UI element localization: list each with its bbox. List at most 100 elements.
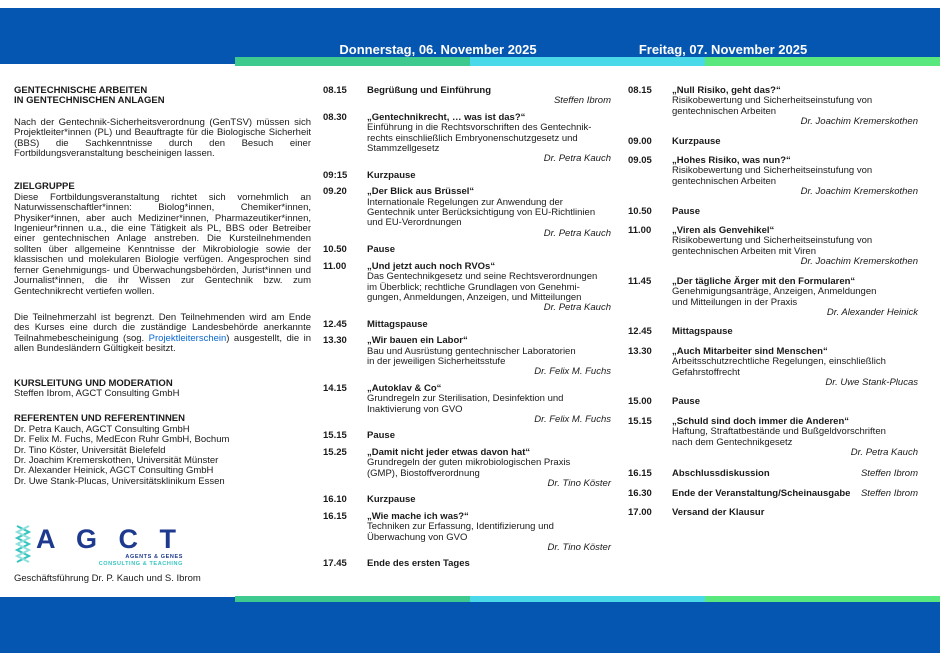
item-speaker: Dr. Petra Kauch: [850, 446, 918, 458]
item-title: „Wir bauen ein Labor“: [367, 335, 468, 347]
item-title-row: „Der tägliche Ärger mit den Formularen“: [672, 276, 918, 287]
item-time: 14.15: [323, 382, 347, 394]
item-time: 12.45: [323, 318, 347, 330]
item-description: Risikobewertung und Sicherheitseinstufun…: [672, 95, 873, 117]
item-time: 11.00: [323, 260, 347, 272]
referent-name: Dr. Petra Kauch, AGCT Consulting GmbH: [14, 423, 190, 435]
item-speaker: Dr. Petra Kauch: [543, 153, 611, 165]
item-title: „Gentechnikrecht, … was ist das?“: [367, 111, 526, 123]
item-body: „Und jetzt auch noch RVOs“ Das Gentechnik…: [367, 261, 611, 314]
agct-logo-letters: A G C T: [36, 524, 183, 555]
item-title: „Der Blick aus Brüssel“: [367, 186, 475, 198]
item-time: 09:15: [323, 169, 348, 181]
header-date-friday: Freitag, 07. November 2025: [638, 42, 808, 57]
item-title-row: Pause: [367, 430, 611, 441]
item-title-row: Pause: [367, 244, 611, 256]
item-body: „Gentechnikrecht, … was ist das?“ Einführ…: [367, 111, 611, 165]
item-speaker: Dr. Petra Kauch: [543, 302, 611, 314]
schedule-item: 13.30 „Auch Mitarbeiter sind Menschen“ Arb…: [628, 346, 918, 389]
referent-name: Dr. Alexander Heinick, AGCT Consulting G…: [14, 465, 214, 477]
course-title-line1: GENTECHNISCHE ARBEITEN: [14, 85, 148, 96]
item-title-row: Ende der Veranstaltung/Scheinausgabe Stef…: [672, 488, 918, 499]
item-title: Kurzpause: [672, 135, 721, 147]
item-speaker: Steffen Ibrom: [553, 95, 611, 107]
item-speaker: Dr. Alexander Heinick: [826, 306, 918, 318]
item-title: „Wie mache ich was?“: [367, 510, 469, 522]
schedule-item: 10.50 Pause: [628, 206, 918, 217]
item-speaker: Dr. Tino Köster: [547, 478, 611, 489]
item-body: „Wie mache ich was?“ Techniken zur Erfass…: [367, 510, 611, 554]
teilnehmer-text-after: ) ausgestellt, die in allen Bundesländer…: [14, 332, 311, 355]
item-body: Kurzpause: [367, 169, 611, 181]
schedule-item: 08.15 „Null Risiko, geht das?“ Risikobewer…: [628, 85, 918, 128]
item-title: Kurzpause: [367, 169, 416, 181]
item-title: Begrüßung und Einführung: [367, 85, 492, 96]
item-title: „Schuld sind doch immer die Anderen“: [672, 415, 850, 427]
management-caption: Geschäftsführung Dr. P. Kauch und S. Ibr…: [14, 573, 201, 585]
item-body: „Damit nicht jeder etwas davon hat“ Grund…: [367, 447, 611, 490]
item-time: 15.15: [323, 430, 347, 442]
item-body: Begrüßung und Einführung Steffen Ibrom: [367, 85, 611, 107]
item-body: „Null Risiko, geht das?“ Risikobewertung …: [672, 85, 918, 128]
item-speaker: Steffen Ibrom: [860, 468, 918, 480]
item-description: Bau und Ausrüstung gentechnischer Labora…: [367, 345, 576, 367]
item-time: 09.00: [628, 135, 652, 147]
item-title-row: Pause: [672, 206, 918, 217]
agct-logo-text: A G C T AGENTS & GENES CONSULTING & TEAC…: [36, 525, 183, 567]
item-title-row: „Hohes Risiko, was nun?“: [672, 155, 918, 167]
item-time: 15.00: [628, 396, 652, 408]
item-time: 15.15: [628, 415, 652, 427]
strip-segment-lightgreen: [705, 596, 940, 602]
item-time: 08.30: [323, 111, 347, 123]
schedule-thursday: 08.15 Begrüßung und Einführung Steffen Ibr…: [323, 85, 611, 576]
item-time: 13.30: [323, 335, 347, 347]
header-date-thursday: Donnerstag, 06. November 2025: [339, 42, 537, 57]
agct-logo: A G C T AGENTS & GENES CONSULTING & TEAC…: [14, 525, 311, 567]
item-body: Pause: [367, 244, 611, 256]
item-title: Mittagspause: [672, 326, 733, 338]
teilnehmer-text-before: Die Teilnehmerzahl ist begrenzt. Den Tei…: [14, 311, 311, 344]
referent-name: Dr. Tino Köster, Universität Bielefeld: [14, 444, 166, 456]
item-title: Kurzpause: [367, 494, 416, 506]
item-body: „Autoklav & Co“ Grundregeln zur Sterilisa…: [367, 383, 611, 426]
item-title: Pause: [367, 244, 395, 256]
item-description: Internationale Regelungen zur Anwendung …: [367, 196, 596, 229]
intro-paragraph: Nach der Gentechnik-Sicherheitsverordnun…: [14, 116, 311, 160]
item-title-row: Mittagspause: [367, 319, 611, 330]
item-body: Pause: [367, 430, 611, 441]
item-body: Kurzpause: [672, 135, 918, 147]
item-time: 08.15: [628, 85, 652, 96]
item-title-row: Kurzpause: [367, 494, 611, 506]
item-title-row: „Und jetzt auch noch RVOs“: [367, 261, 611, 272]
item-body: Pause: [672, 396, 918, 407]
zielgruppe-paragraph: Diese Fortbildungsveranstaltung richtet …: [14, 191, 311, 297]
item-body: Ende des ersten Tages: [367, 559, 611, 570]
item-speaker: Dr. Joachim Kremerskothen: [800, 116, 918, 128]
strip-segment-green: [235, 596, 470, 602]
item-title-row: Kurzpause: [672, 135, 918, 147]
teilnehmer-paragraph: Die Teilnehmerzahl ist begrenzt. Den Tei…: [14, 311, 311, 355]
item-title: Versand der Klausur: [672, 507, 765, 519]
kursleitung-heading: KURSLEITUNG UND MODERATION: [14, 377, 173, 389]
item-title: „Hohes Risiko, was nun?“: [672, 155, 791, 167]
item-description: Grundregeln der guten mikrobiologischen …: [367, 457, 571, 479]
item-time: 11.45: [628, 275, 652, 287]
item-title-row: „Damit nicht jeder etwas davon hat“: [367, 447, 611, 458]
item-description: Risikobewertung und Sicherheitseinstufun…: [672, 165, 873, 187]
schedule-item: 09:15 Kurzpause: [323, 169, 611, 181]
referenten-heading: REFERENTEN UND REFERENTINNEN: [14, 413, 186, 425]
item-time: 12.45: [628, 326, 652, 338]
item-time: 09.05: [628, 155, 652, 167]
item-time: 16.10: [323, 494, 347, 506]
item-time: 17.45: [323, 558, 347, 570]
item-description: Haftung, Straftatbestände und Bußgeldvor…: [672, 426, 886, 448]
zielgruppe-heading: ZIELGRUPPE: [14, 181, 75, 193]
schedule-item: 08.30 „Gentechnikrecht, … was ist das?“ Ei…: [323, 111, 611, 165]
schedule-item: 11.00 „Und jetzt auch noch RVOs“ Das Gente…: [323, 260, 611, 314]
schedule-item: 12.45 Mittagspause: [628, 326, 918, 338]
item-speaker: Dr. Joachim Kremerskothen: [800, 256, 918, 268]
item-title-row: „Auch Mitarbeiter sind Menschen“: [672, 346, 918, 357]
schedule-item: 08.15 Begrüßung und Einführung Steffen Ibr…: [323, 85, 611, 107]
projektleiterschein-link[interactable]: Projektleiterschein: [148, 332, 227, 344]
